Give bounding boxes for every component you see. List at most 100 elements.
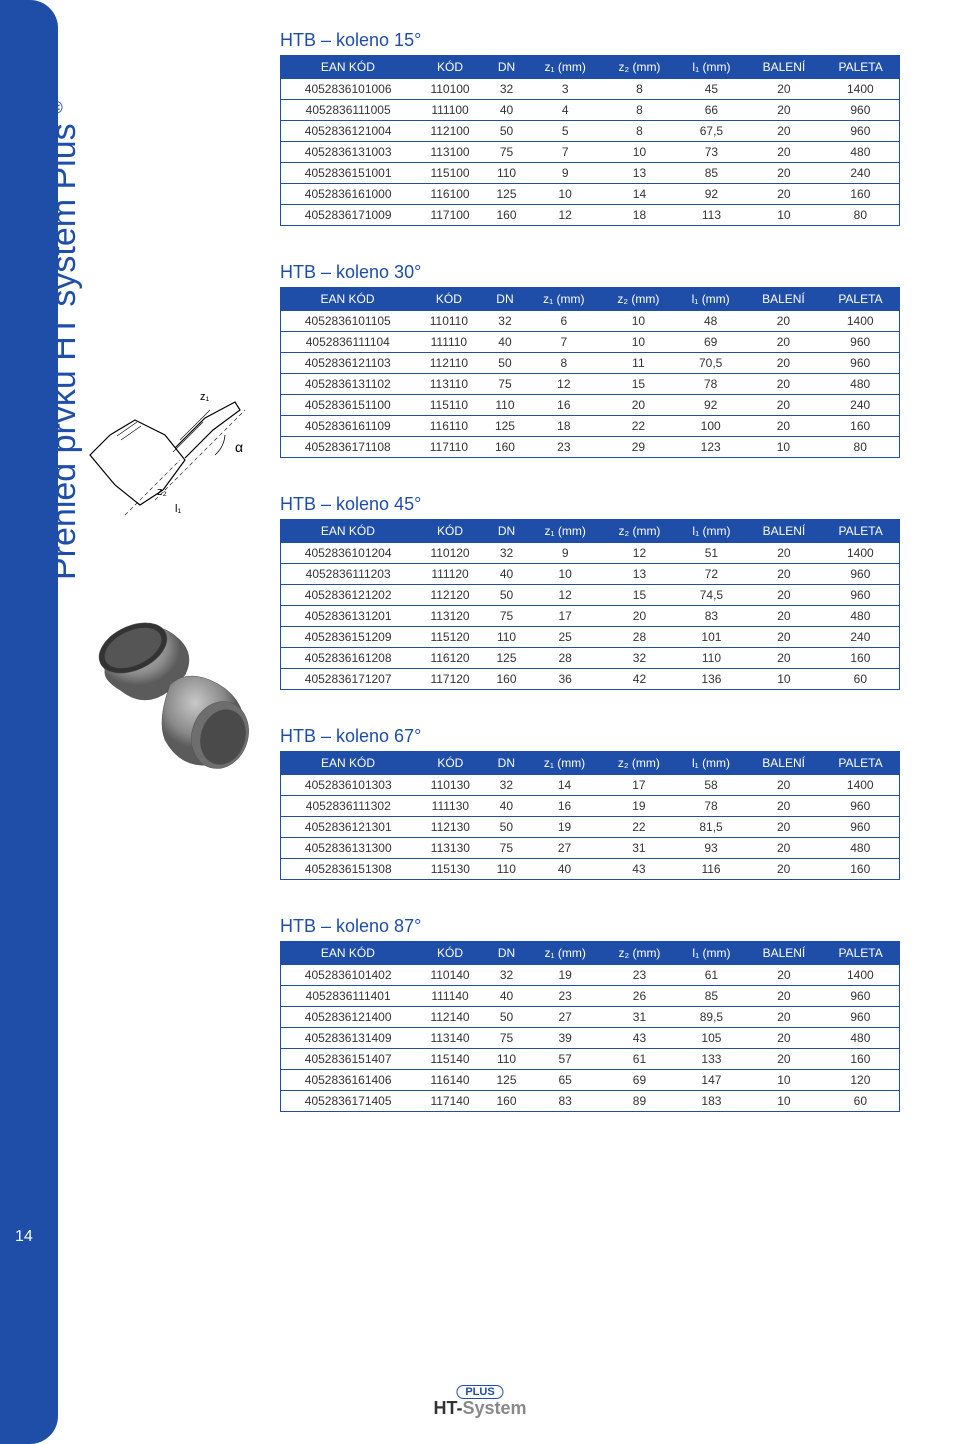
table-cell: 113120 (415, 606, 484, 627)
table-cell: 110140 (415, 965, 484, 986)
table-title: HTB – koleno 30° (280, 262, 900, 283)
column-header: EAN KÓD (281, 942, 416, 965)
column-header: PALETA (822, 942, 900, 965)
table-cell: 123 (676, 437, 746, 458)
table-cell: 50 (485, 817, 527, 838)
table-cell: 23 (602, 965, 677, 986)
table-cell: 480 (822, 142, 900, 163)
table-cell: 480 (821, 374, 899, 395)
table-cell: 136 (677, 669, 746, 690)
table-cell: 3 (528, 79, 602, 100)
data-table: EAN KÓDKÓDDNz₁ (mm)z₂ (mm)l₁ (mm)BALENÍP… (280, 287, 900, 458)
table-row: 405283617140511714016083891831060 (281, 1091, 900, 1112)
table-cell: 480 (822, 1028, 900, 1049)
table-cell: 75 (483, 374, 527, 395)
table-cell: 4052836101303 (281, 775, 416, 796)
table-cell: 113100 (415, 142, 484, 163)
table-cell: 27 (528, 1007, 602, 1028)
table-cell: 20 (746, 648, 822, 669)
column-header: z₁ (mm) (528, 56, 602, 79)
table-cell: 115130 (416, 859, 486, 880)
table-cell: 80 (821, 437, 899, 458)
table-row: 4052836161406116140125656914710120 (281, 1070, 900, 1091)
table-cell: 20 (746, 796, 822, 817)
table-cell: 40 (528, 859, 602, 880)
table-cell: 83 (677, 606, 746, 627)
table-cell: 160 (822, 1049, 900, 1070)
table-row: 4052836151308115130110404311620160 (281, 859, 900, 880)
table-row: 405283610140211014032192361201400 (281, 965, 900, 986)
table-cell: 110 (483, 395, 527, 416)
table-cell: 60 (822, 669, 900, 690)
table-cell: 20 (746, 121, 822, 142)
table-cell: 42 (602, 669, 677, 690)
table-cell: 100 (676, 416, 746, 437)
column-header: z₂ (mm) (601, 288, 676, 311)
table-cell: 4052836171207 (281, 669, 416, 690)
table-cell: 12 (602, 543, 677, 564)
table-cell: 4052836121004 (281, 121, 416, 142)
table-cell: 115110 (415, 395, 484, 416)
column-header: l₁ (mm) (677, 56, 746, 79)
table-block: HTB – koleno 45°EAN KÓDKÓDDNz₁ (mm)z₂ (m… (280, 494, 900, 690)
table-cell: 93 (676, 838, 745, 859)
table-cell: 1400 (822, 543, 900, 564)
table-row: 40528361312011131207517208320480 (281, 606, 900, 627)
svg-text:l₁: l₁ (175, 503, 181, 515)
table-cell: 4052836171405 (281, 1091, 416, 1112)
table-cell: 20 (602, 606, 677, 627)
table-cell: 50 (485, 1007, 529, 1028)
table-cell: 20 (746, 838, 822, 859)
table-cell: 20 (746, 965, 822, 986)
table-cell: 14 (528, 775, 602, 796)
data-table: EAN KÓDKÓDDNz₁ (mm)z₂ (mm)l₁ (mm)BALENÍP… (280, 519, 900, 690)
table-cell: 20 (746, 1049, 822, 1070)
table-cell: 40 (485, 100, 529, 121)
column-header: BALENÍ (746, 56, 822, 79)
table-cell: 78 (676, 796, 745, 817)
table-cell: 20 (746, 859, 822, 880)
column-header: DN (483, 288, 527, 311)
table-cell: 4052836131102 (281, 374, 415, 395)
table-cell: 4052836151100 (281, 395, 415, 416)
table-cell: 4052836101402 (281, 965, 416, 986)
table-cell: 160 (485, 205, 529, 226)
table-cell: 117100 (415, 205, 484, 226)
svg-text:z₁: z₁ (200, 391, 210, 403)
table-cell: 13 (602, 564, 677, 585)
table-cell: 28 (602, 627, 677, 648)
table-cell: 125 (485, 648, 529, 669)
table-cell: 75 (485, 1028, 529, 1049)
table-cell: 4052836121400 (281, 1007, 416, 1028)
table-cell: 20 (745, 332, 821, 353)
table-cell: 74,5 (677, 585, 746, 606)
table-row: 40528361011051101103261048201400 (281, 311, 900, 332)
column-header: z₁ (mm) (528, 520, 602, 543)
table-cell: 113110 (415, 374, 484, 395)
table-block: HTB – koleno 87°EAN KÓDKÓDDNz₁ (mm)z₂ (m… (280, 916, 900, 1112)
column-header: BALENÍ (746, 520, 822, 543)
column-header: PALETA (822, 520, 900, 543)
table-cell: 4052836151407 (281, 1049, 416, 1070)
svg-text:α: α (235, 439, 243, 455)
table-cell: 1400 (822, 965, 900, 986)
table-cell: 8 (602, 79, 677, 100)
column-header: KÓD (415, 520, 484, 543)
table-cell: 25 (528, 627, 602, 648)
table-cell: 160 (483, 437, 527, 458)
table-cell: 15 (601, 374, 676, 395)
data-table: EAN KÓDKÓDDNz₁ (mm)z₂ (mm)l₁ (mm)BALENÍP… (280, 751, 900, 880)
table-row: 405283612130111213050192281,520960 (281, 817, 900, 838)
table-cell: 43 (602, 859, 677, 880)
table-cell: 4052836151001 (281, 163, 416, 184)
svg-text:z₂: z₂ (157, 486, 167, 498)
table-cell: 960 (821, 353, 899, 374)
table-cell: 160 (485, 1091, 529, 1112)
table-cell: 20 (746, 627, 822, 648)
table-row: 405283617110811711016023291231080 (281, 437, 900, 458)
table-cell: 80 (822, 205, 900, 226)
table-cell: 4052836131300 (281, 838, 416, 859)
column-header: KÓD (415, 56, 484, 79)
table-row: 4052836121004112100505867,520960 (281, 121, 900, 142)
table-cell: 75 (485, 606, 529, 627)
